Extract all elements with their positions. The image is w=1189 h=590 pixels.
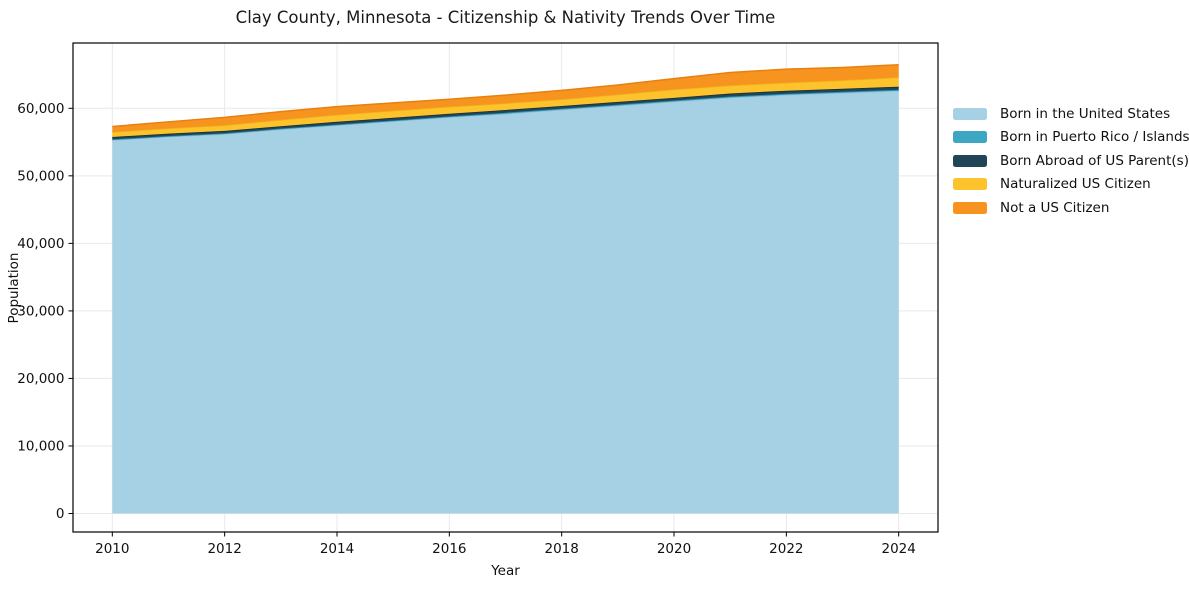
legend-item-born-in-the-united-states: Born in the United States bbox=[953, 102, 1189, 126]
tick-marks bbox=[68, 107, 900, 537]
area-born-in-the-united-states bbox=[112, 90, 899, 514]
legend-item-born-abroad-of-us-parent-s: Born Abroad of US Parent(s) bbox=[953, 149, 1189, 173]
legend-swatch-naturalized-us-citizen bbox=[953, 178, 987, 191]
legend-swatch-born-abroad-of-us-parent-s bbox=[953, 154, 987, 167]
area-born-abroad-of-us-parent-s bbox=[112, 86, 899, 140]
area-naturalized-us-citizen bbox=[112, 77, 899, 137]
legend-item-not-a-us-citizen: Not a US Citizen bbox=[953, 196, 1189, 220]
y-tick-label: 10,000 bbox=[17, 438, 64, 454]
x-tick-label: 2018 bbox=[544, 541, 578, 557]
chart-title: Clay County, Minnesota - Citizenship & N… bbox=[235, 8, 776, 27]
x-tick-label: 2022 bbox=[769, 541, 803, 557]
y-tick-label: 20,000 bbox=[17, 371, 64, 387]
legend-label: Naturalized US Citizen bbox=[1000, 176, 1151, 193]
stacked-areas bbox=[112, 64, 899, 514]
x-tick-label: 2010 bbox=[95, 541, 129, 557]
y-tick-label: 50,000 bbox=[17, 168, 64, 184]
y-axis-label: Population bbox=[6, 252, 22, 324]
x-axis-label: Year bbox=[491, 563, 520, 579]
legend-swatch-born-in-the-united-states bbox=[953, 107, 987, 120]
tick-labels: 2010 2012 2014 2016 2018 2020 2022 2024 0 10,000 2… bbox=[17, 101, 916, 557]
legend-swatch-born-in-puerto-rico-islands bbox=[953, 131, 987, 144]
plot-border bbox=[72, 42, 939, 533]
area-not-a-us-citizen bbox=[112, 64, 899, 132]
legend: Born in the United States Born in Puerto … bbox=[953, 102, 1189, 220]
y-tick-label: 40,000 bbox=[17, 236, 64, 252]
y-tick-label: 0 bbox=[56, 506, 65, 522]
legend-label: Not a US Citizen bbox=[1000, 199, 1110, 216]
legend-label: Born Abroad of US Parent(s) bbox=[1000, 152, 1189, 169]
area-edge-not-a-us-citizen bbox=[112, 64, 899, 128]
x-tick-label: 2020 bbox=[657, 541, 691, 557]
x-tick-label: 2012 bbox=[207, 541, 241, 557]
legend-item-naturalized-us-citizen: Naturalized US Citizen bbox=[953, 173, 1189, 197]
legend-label: Born in the United States bbox=[1000, 105, 1171, 122]
legend-swatch-not-a-us-citizen bbox=[953, 201, 987, 214]
legend-label: Born in Puerto Rico / Islands bbox=[1000, 129, 1189, 146]
x-tick-label: 2016 bbox=[432, 541, 466, 557]
x-tick-label: 2024 bbox=[882, 541, 916, 557]
legend-item-born-in-puerto-rico-islands: Born in Puerto Rico / Islands bbox=[953, 126, 1189, 150]
y-tick-label: 60,000 bbox=[17, 101, 64, 117]
y-tick-label: 30,000 bbox=[17, 303, 64, 319]
x-tick-label: 2014 bbox=[320, 541, 354, 557]
